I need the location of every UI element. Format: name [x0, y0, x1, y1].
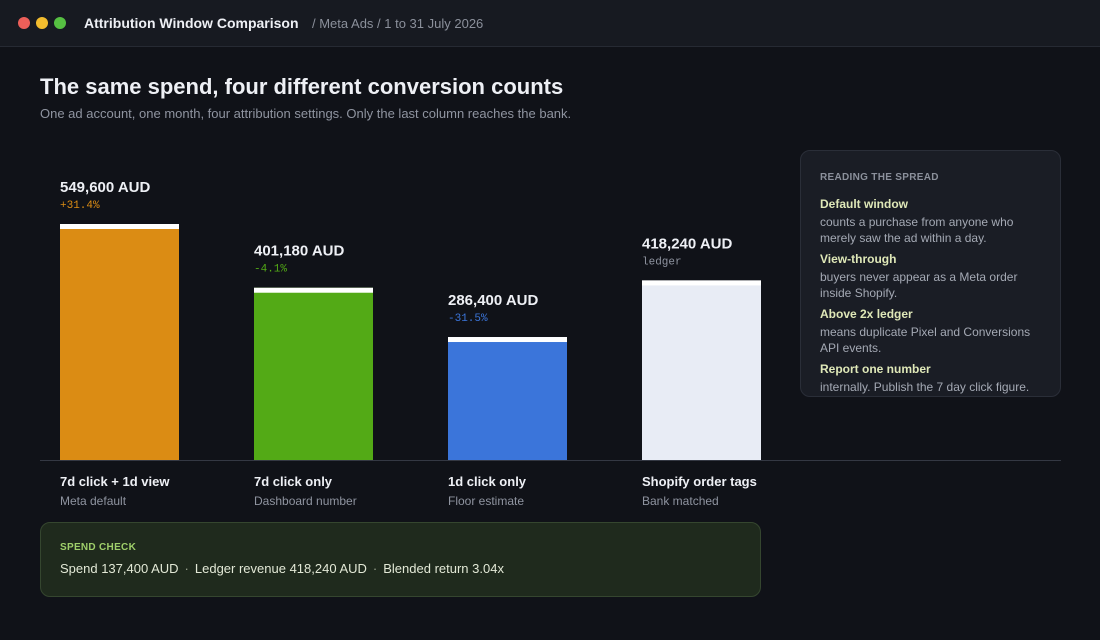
maximize-window-button[interactable]	[54, 17, 66, 29]
spend-check-summary: Spend 137,400 AUD · Ledger revenue 418,240…	[60, 561, 741, 576]
delta-label: +31.4%	[60, 200, 100, 212]
category-label: 1d click only	[448, 474, 527, 489]
note-heading: Report one number	[820, 362, 931, 376]
value-label: 549,600 AUD	[60, 179, 150, 196]
note-text: buyers never appear as a Meta order insi…	[820, 270, 1018, 300]
delta-label: ledger	[642, 256, 682, 268]
note-heading: View-through	[820, 252, 897, 266]
page-title: The same spend, four different conversio…	[40, 74, 564, 99]
category-sublabel: Dashboard number	[254, 494, 357, 508]
separator: ·	[184, 561, 189, 576]
delta-label: -31.5%	[448, 313, 488, 325]
note-item: Report one number internally. Publish th…	[820, 362, 1041, 395]
note-item: View-through buyers never appear as a Me…	[820, 252, 1041, 301]
title-bar: Attribution Window Comparison / Meta Ads…	[0, 0, 1100, 47]
minimize-window-button[interactable]	[36, 17, 48, 29]
category-sublabel: Meta default	[60, 494, 127, 508]
blended-return-value: Blended return 3.04x	[383, 561, 504, 576]
value-label: 401,180 AUD	[254, 243, 344, 260]
note-text: internally. Publish the 7 day click figu…	[820, 380, 1030, 394]
bar	[642, 280, 761, 460]
category-label: 7d click + 1d view	[60, 474, 170, 489]
category-label: 7d click only	[254, 474, 333, 489]
bar-cap	[254, 287, 373, 293]
delta-label: -4.1%	[254, 264, 287, 276]
bar-cap	[448, 337, 567, 343]
note-text: counts a purchase from anyone who merely…	[820, 215, 1014, 245]
note-heading: Default window	[820, 197, 908, 211]
note-text: means duplicate Pixel and Conversions AP…	[820, 325, 1031, 355]
category-sublabel: Floor estimate	[448, 494, 524, 508]
value-label: 418,240 AUD	[642, 235, 732, 252]
reading-the-spread-panel: READING THE SPREAD Default window counts…	[800, 150, 1061, 397]
bar	[254, 287, 373, 460]
note-item: Above 2x ledger means duplicate Pixel an…	[820, 307, 1041, 356]
ledger-revenue-value: Ledger revenue 418,240 AUD	[194, 561, 367, 576]
note-item: Default window counts a purchase from an…	[820, 197, 1041, 246]
value-label: 286,400 AUD	[448, 292, 538, 309]
category-label: Shopify order tags	[642, 474, 757, 489]
note-heading: Above 2x ledger	[820, 307, 913, 321]
category-sublabel: Bank matched	[642, 494, 719, 508]
separator: ·	[372, 561, 378, 576]
spend-check-title: SPEND CHECK	[60, 542, 137, 553]
breadcrumb[interactable]: / Meta Ads / 1 to 31 July 2026	[312, 16, 484, 31]
spend-check-card: SPEND CHECK Spend 137,400 AUD · Ledger rev…	[40, 522, 761, 597]
bar	[448, 337, 567, 460]
bar	[60, 224, 179, 460]
bar-cap	[60, 224, 179, 229]
close-window-button[interactable]	[18, 17, 30, 29]
panel-title: READING THE SPREAD	[820, 172, 939, 183]
app-title: Attribution Window Comparison	[84, 15, 299, 31]
page-subtitle: One ad account, one month, four attribut…	[40, 106, 572, 121]
bar-cap	[642, 280, 761, 286]
spend-value: Spend 137,400 AUD	[60, 561, 179, 576]
